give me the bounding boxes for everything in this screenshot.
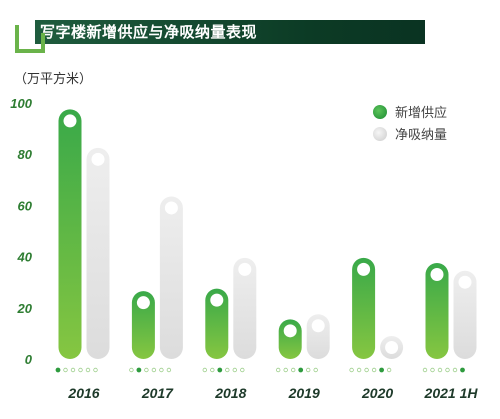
page-dot [225, 367, 230, 373]
x-category-label: 2021 1H [424, 385, 479, 401]
page-dot [232, 367, 237, 373]
page-dot [166, 367, 172, 373]
title-bar [35, 20, 425, 44]
bar-supply [352, 257, 376, 359]
bar-supply-cap [136, 296, 150, 310]
x-category-label: 2016 [67, 385, 99, 401]
bar-absorption-cap [311, 319, 325, 333]
bar-supply-cap [63, 114, 77, 128]
page-dot [129, 367, 134, 373]
bar-supply [425, 263, 449, 359]
bar-supply [131, 291, 155, 359]
y-tick-label: 40 [17, 250, 33, 265]
page-dot [210, 367, 215, 373]
legend-swatch-supply [373, 105, 387, 119]
page-dot [460, 367, 465, 373]
bar-supply-cap [210, 293, 224, 307]
page-dot [437, 367, 443, 373]
page-dot [313, 367, 318, 373]
page-dot [306, 367, 311, 373]
page-dot [422, 367, 428, 373]
page-dot [283, 367, 288, 373]
page-dot [151, 367, 157, 373]
y-tick-label: 60 [18, 198, 33, 213]
bar-absorption-cap [91, 152, 105, 166]
page-dot [240, 367, 245, 373]
bar-supply-cap [283, 324, 297, 338]
page-dot [159, 367, 164, 373]
chart-title: 写字楼新增供应与净吸纳量表现 [40, 23, 258, 41]
page-dot [55, 367, 61, 373]
page-dot [70, 367, 76, 373]
bar-absorption [86, 147, 110, 359]
y-tick-label: 80 [18, 147, 33, 162]
y-axis-unit-label: （万平方米） [14, 72, 93, 87]
legend-label-absorption: 净吸纳量 [395, 128, 447, 143]
bar-absorption-cap [164, 201, 178, 215]
bar-supply-cap [430, 268, 444, 282]
page-dot [356, 367, 362, 373]
bar-absorption-cap [458, 275, 472, 289]
page-dot [85, 367, 91, 373]
x-category-label: 2019 [288, 385, 320, 401]
page-dot [291, 367, 296, 373]
bar-absorption [159, 196, 183, 359]
y-tick-label: 100 [10, 96, 32, 111]
page-dot [276, 367, 281, 373]
bar-supply [205, 288, 229, 359]
bar-supply [58, 109, 82, 359]
page-dot [379, 367, 385, 373]
bar-absorption-cap [238, 262, 252, 276]
bar-supply-cap [357, 262, 371, 276]
page-dot [364, 367, 369, 373]
corner-bracket-icon [15, 25, 45, 53]
page-dot [144, 367, 149, 373]
y-tick-label: 0 [25, 352, 33, 367]
page-dot [298, 367, 304, 373]
page-dot [386, 367, 392, 373]
y-tick-label: 20 [17, 301, 33, 316]
page-dot [430, 367, 435, 373]
x-category-label: 2020 [361, 385, 393, 401]
page-dot [93, 367, 98, 373]
legend-swatch-absorption [373, 127, 387, 141]
page-dot [202, 367, 207, 373]
legend-label-supply: 新增供应 [395, 105, 447, 121]
x-category-label: 2018 [214, 385, 246, 401]
bar-absorption [233, 257, 257, 359]
page-dot [78, 367, 83, 373]
page-dot [445, 367, 450, 373]
page-dot [452, 367, 458, 373]
page-dot [217, 367, 223, 373]
bar-absorption-cap [385, 341, 399, 354]
page-dot [349, 367, 354, 373]
x-category-label: 2017 [141, 385, 174, 401]
page-dot [63, 367, 68, 373]
bar-absorption [453, 270, 477, 359]
page-dot [371, 367, 377, 373]
page-dot [136, 367, 142, 373]
